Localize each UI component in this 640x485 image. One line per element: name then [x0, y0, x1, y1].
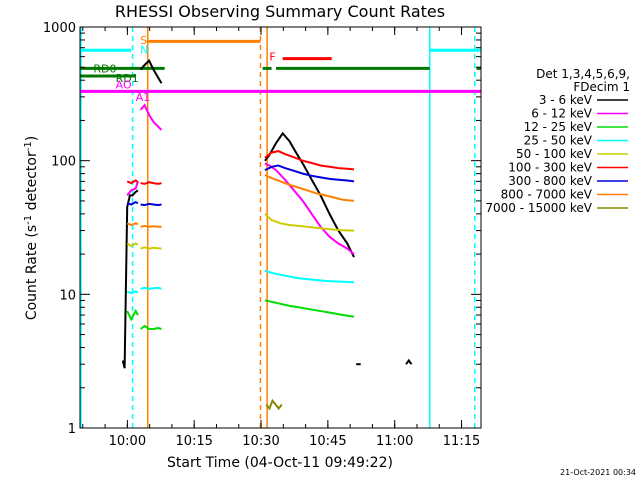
flag-f-label: F	[269, 51, 275, 64]
legend-entry-7000-15000-kev-label: 7000 - 15000 keV	[485, 201, 592, 215]
y-axis-label-part-3: )	[24, 136, 40, 141]
y-axis-label: Count Rate (s-1 detector-1)	[23, 136, 40, 320]
series-100-300-kev-segment-1	[126, 179, 139, 185]
series-300-800-kev-segment-3	[264, 164, 355, 183]
flag-n-label: N	[140, 43, 148, 56]
x-tick-label-11-00: 11:00	[376, 434, 413, 449]
y-tick-label-1000: 1000	[43, 21, 76, 36]
series-12-25-kev-segment-2	[140, 324, 162, 330]
y-axis-label-sup-1: -1	[23, 215, 34, 225]
series-100-300-kev-segment-3	[264, 150, 355, 171]
series-12-25-kev-segment-1	[126, 308, 139, 322]
series-300-800-kev-segment-2	[140, 202, 162, 207]
y-tick-label-1: 1	[68, 422, 76, 437]
series-25-50-kev-segment-3	[264, 269, 355, 284]
series-6-12-kev-segment-1	[126, 181, 139, 197]
x-tick-label-10-00: 10:00	[109, 434, 146, 449]
series-7000-15000-kev-segment-1	[265, 398, 283, 411]
y-axis-label-part-1: Count Rate (s	[24, 225, 40, 320]
legend-header-decimation: FDecim 1	[573, 80, 630, 94]
legend-entry-100-300-kev-label: 100 - 300 keV	[508, 161, 592, 175]
legend-entry-6-12-kev-label: 6 - 12 keV	[531, 107, 593, 121]
series-25-50-kev-segment-2	[140, 286, 162, 290]
x-tick-label-11-15: 11:15	[443, 434, 480, 449]
y-axis-label-sup-2: -1	[23, 141, 34, 151]
series-3-6-kev-segment-1	[121, 189, 139, 369]
footer-timestamp: 21-Oct-2021 00:34	[560, 468, 636, 477]
series-3-6-kev-segment-5	[405, 358, 413, 365]
series-6-12-kev-segment-2	[139, 103, 163, 131]
y-axis-label-part-2: detector	[24, 151, 40, 215]
series-3-6-kev-segment-2	[139, 59, 163, 84]
x-tick-label-10-30: 10:30	[242, 434, 279, 449]
series-800-7000-kev-segment-2	[140, 224, 162, 228]
series-25-50-kev-segment-1	[126, 290, 139, 295]
flag-s-label: S	[140, 34, 147, 47]
y-tick-label-10: 10	[59, 288, 76, 303]
series-800-7000-kev-segment-3	[264, 174, 355, 202]
legend-header-detectors: Det 1,3,4,5,6,9,	[536, 67, 630, 81]
flag-rd1-label: RD1	[116, 72, 139, 85]
flag-a1-label: A1	[136, 91, 151, 104]
y-tick-label-100: 100	[51, 155, 76, 170]
x-tick-label-10-15: 10:15	[175, 434, 212, 449]
plot-frame	[79, 26, 482, 429]
legend-entry-800-7000-kev-label: 800 - 7000 keV	[501, 188, 593, 202]
flag-rd0-label: RD0	[93, 62, 116, 75]
series-300-800-kev-segment-1	[126, 200, 139, 206]
legend-entry-25-50-kev-label: 25 - 50 keV	[524, 134, 593, 148]
flag-ao-label: AO	[116, 79, 132, 92]
axis-layer: 10:00 10:15 10:30 10:45 11:00 11:15 1 10 100 1000	[43, 21, 481, 449]
series-50-100-kev-segment-2	[140, 246, 162, 250]
series-6-12-kev-segment-3	[264, 162, 355, 255]
legend-entry-12-25-kev-label: 12 - 25 keV	[524, 120, 593, 134]
legend-entry-300-800-kev-label: 300 - 800 keV	[508, 174, 592, 188]
series-800-7000-kev-segment-1	[126, 222, 139, 227]
series-12-25-kev-segment-3	[264, 299, 355, 318]
series-50-100-kev-segment-3	[264, 213, 355, 232]
chart-title: RHESSI Observing Summary Count Rates	[115, 2, 445, 21]
series-50-100-kev-segment-1	[126, 242, 139, 248]
x-axis-label: Start Time (04-Oct-11 09:49:22)	[167, 455, 393, 471]
x-tick-label-10-45: 10:45	[309, 434, 346, 449]
series-100-300-kev-segment-2	[140, 181, 162, 185]
legend-entry-3-6-kev-label: 3 - 6 keV	[539, 93, 593, 107]
legend-entry-50-100-kev-label: 50 - 100 keV	[516, 147, 593, 161]
